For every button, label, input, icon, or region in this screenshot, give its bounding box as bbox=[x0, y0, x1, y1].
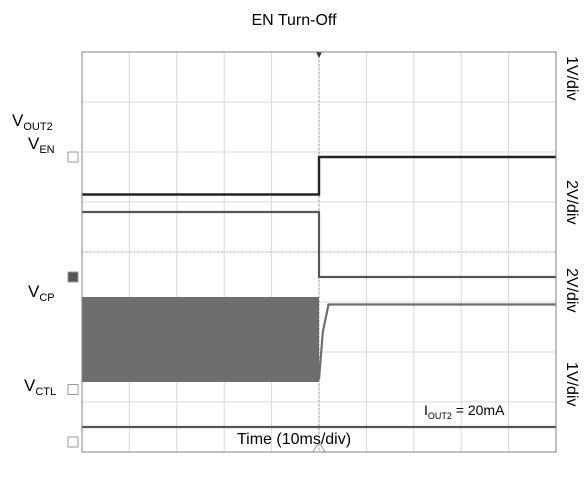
label-vout2-sub: OUT2 bbox=[23, 121, 53, 133]
series-v-en-trace bbox=[82, 210, 556, 279]
label-ven-main: V bbox=[28, 134, 40, 153]
label-ven: VEN bbox=[28, 134, 55, 156]
series-v-out2-trace bbox=[82, 155, 556, 196]
channel-marker-icon bbox=[67, 384, 79, 395]
annotation-current-sub: OUT2 bbox=[427, 411, 452, 421]
traces bbox=[82, 52, 556, 452]
annotation-current-main: I bbox=[424, 402, 428, 418]
x-axis-label: Time (10ms/div) bbox=[236, 431, 352, 448]
label-ven-sub: EN bbox=[39, 144, 55, 156]
label-vctl: VCTL bbox=[24, 376, 56, 398]
label-vcp: VCP bbox=[28, 282, 55, 304]
channel-marker-icon bbox=[67, 271, 79, 283]
channel-marker-icon bbox=[67, 436, 79, 448]
label-vctl-sub: CTL bbox=[35, 386, 57, 398]
label-vcp-sub: CP bbox=[39, 292, 55, 304]
label-vout2: VOUT2 bbox=[12, 111, 53, 133]
series-v-cp-switching-band bbox=[82, 297, 319, 382]
series-v-cp-trace bbox=[317, 303, 556, 380]
trigger-top-marker-icon bbox=[316, 52, 322, 58]
annotation-current-rest: = 20mA bbox=[451, 402, 505, 418]
label-vcp-main: V bbox=[28, 282, 40, 301]
label-vout2-main: V bbox=[12, 111, 24, 130]
plot-frame bbox=[81, 51, 557, 453]
label-vctl-main: V bbox=[24, 376, 36, 395]
scale-vctl: 1V/div bbox=[563, 362, 580, 407]
scale-vout2: 1V/div bbox=[563, 56, 580, 101]
channel-markers bbox=[67, 52, 326, 453]
channel-marker-icon bbox=[67, 151, 79, 163]
chart-title: EN Turn-Off bbox=[251, 12, 337, 29]
scale-vcp: 2V/div bbox=[563, 268, 580, 313]
scale-ven: 2V/div bbox=[563, 180, 580, 225]
annotation-current: IOUT2 = 20mA bbox=[424, 402, 505, 421]
